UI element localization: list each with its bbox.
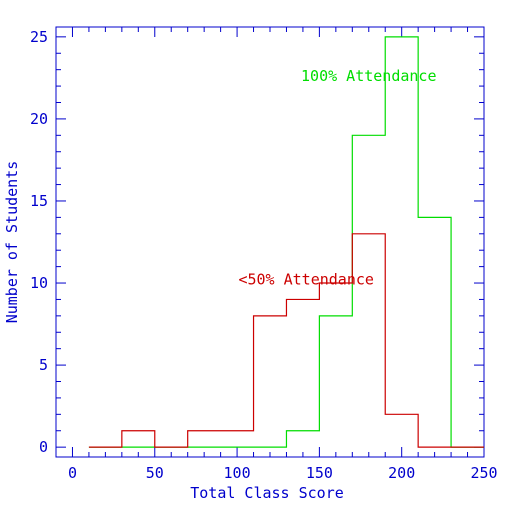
x-tick-label: 250: [470, 464, 497, 482]
y-tick-label: 25: [30, 28, 48, 46]
x-axis-label: Total Class Score: [190, 484, 344, 502]
plot-frame: [55, 26, 485, 458]
y-axis-label: Number of Students: [3, 161, 21, 324]
series-line-0: [88, 36, 484, 448]
series-group: [88, 36, 484, 448]
axes-frame: [55, 26, 485, 458]
y-tick-label: 20: [30, 110, 48, 128]
x-tick-label: 150: [306, 464, 333, 482]
annotations: 100% Attendance <50% Attendance: [238, 67, 436, 289]
y-tick-label: 15: [30, 192, 48, 210]
x-tick-label: 50: [146, 464, 164, 482]
tick-labels: 0 50 100 150 200 250 0 5 10 15 20 25: [30, 28, 498, 482]
series-annotation-0: 100% Attendance: [301, 67, 436, 85]
x-tick-label: 0: [68, 464, 77, 482]
y-tick-label: 10: [30, 274, 48, 292]
tick-marks: [55, 27, 485, 457]
y-tick-label: 5: [39, 356, 48, 374]
x-tick-label: 200: [388, 464, 415, 482]
y-tick-label: 0: [39, 438, 48, 456]
series-line-1: [88, 233, 484, 448]
x-tick-label: 100: [224, 464, 251, 482]
series-annotation-1: <50% Attendance: [238, 271, 373, 289]
